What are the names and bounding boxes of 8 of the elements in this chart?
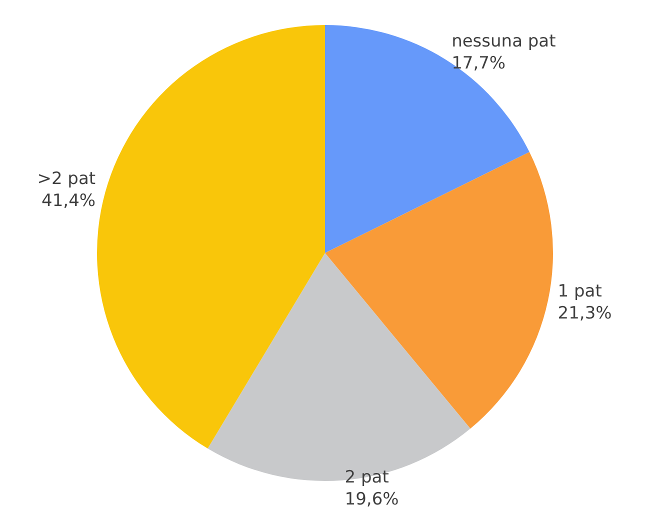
data-label: 21,3% [558,303,612,324]
slice-label: nessuna pat [452,32,556,52]
slice-label: 1 pat [558,281,602,302]
slice-label: >2 pat [37,169,96,190]
data-label: 19,6% [344,489,399,510]
data-label: 41,4% [42,191,96,212]
slice-label: 2 pat [344,467,390,488]
data-label: 17,7% [452,54,506,74]
